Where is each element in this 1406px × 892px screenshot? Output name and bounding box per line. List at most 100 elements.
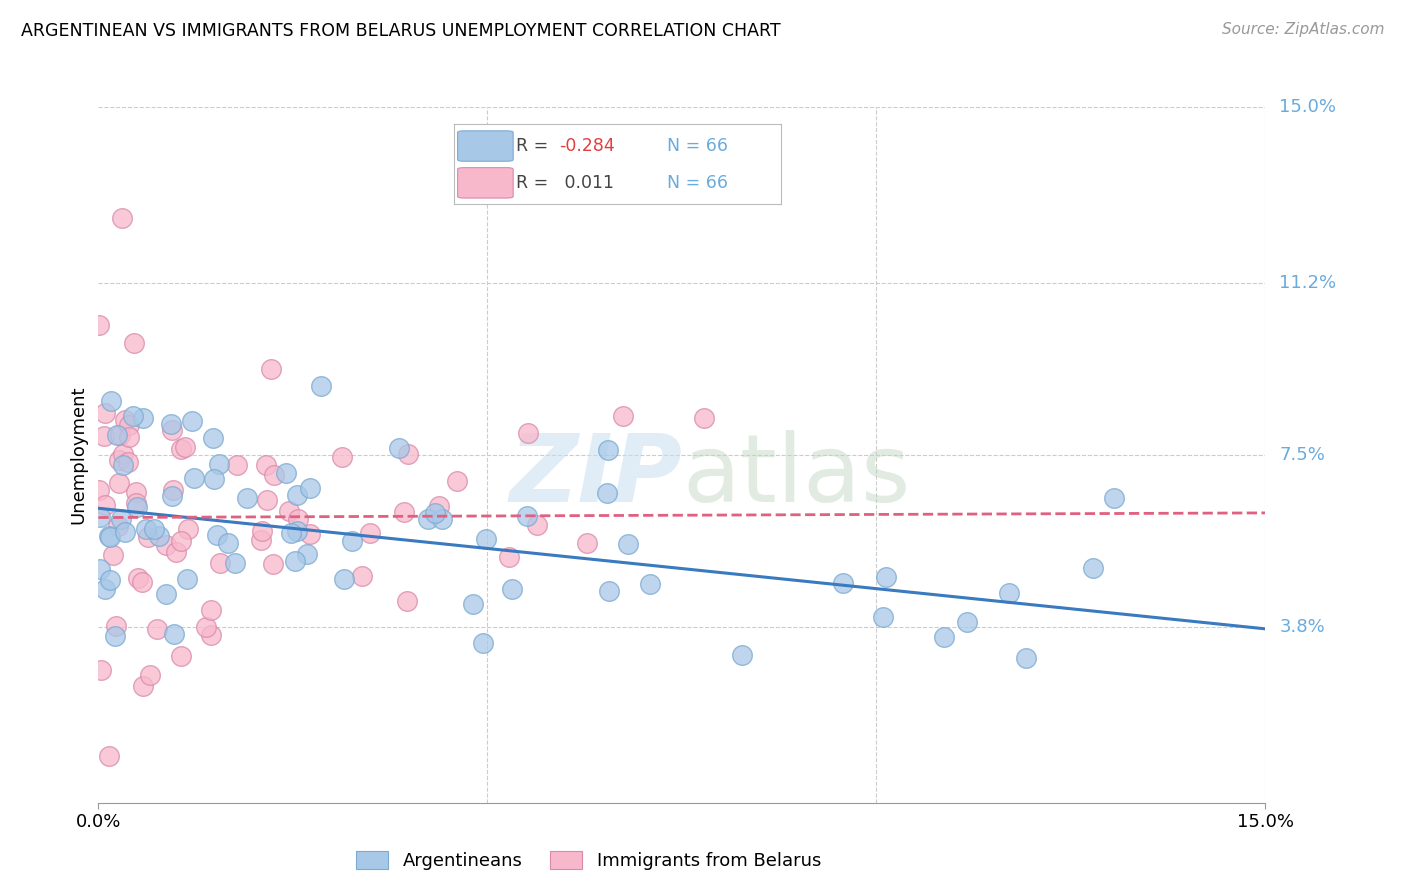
Point <box>596 485 619 500</box>
Point <box>418 512 440 526</box>
Point <box>170 534 193 549</box>
Point <box>136 530 159 544</box>
Point <box>427 499 450 513</box>
Text: ZIP: ZIP <box>509 430 682 522</box>
Point <box>110 211 132 226</box>
Point <box>174 440 197 454</box>
Point <box>396 447 419 461</box>
Point <box>160 423 183 437</box>
Point <box>332 450 354 465</box>
Point <box>110 512 132 526</box>
Point <box>498 550 520 565</box>
Point <box>250 533 273 547</box>
Point <box>162 626 184 640</box>
Point <box>998 586 1021 600</box>
Point <box>114 524 136 539</box>
Point <box>127 571 149 585</box>
Legend: Argentineans, Immigrants from Belarus: Argentineans, Immigrants from Belarus <box>349 844 828 877</box>
Point <box>423 506 446 520</box>
Y-axis label: Unemployment: Unemployment <box>69 385 87 524</box>
Point <box>332 572 354 586</box>
Point <box>131 575 153 590</box>
Point <box>111 447 134 461</box>
Point <box>872 609 894 624</box>
Point <box>208 458 231 472</box>
Point <box>598 442 620 457</box>
Text: 15.0%: 15.0% <box>1279 98 1336 116</box>
Point <box>287 512 309 526</box>
Point <box>575 535 598 549</box>
Point <box>285 524 308 538</box>
Point <box>117 455 139 469</box>
Point <box>955 615 977 630</box>
Point <box>170 648 193 663</box>
Point <box>181 414 204 428</box>
Point <box>1102 491 1125 505</box>
Point <box>236 491 259 506</box>
Point <box>155 538 177 552</box>
Point <box>107 519 129 533</box>
Point <box>612 409 634 423</box>
Text: 11.2%: 11.2% <box>1279 275 1337 293</box>
Point <box>731 648 754 662</box>
Point <box>143 522 166 536</box>
Point <box>394 505 416 519</box>
Point <box>155 587 177 601</box>
Text: 7.5%: 7.5% <box>1279 446 1326 464</box>
Point <box>202 472 225 486</box>
Point <box>177 522 200 536</box>
Point <box>262 557 284 571</box>
Point <box>122 335 145 350</box>
Point <box>107 452 129 467</box>
Point <box>139 667 162 681</box>
Point <box>200 628 222 642</box>
Point <box>89 561 111 575</box>
Point <box>124 496 146 510</box>
Point <box>309 379 332 393</box>
Point <box>93 582 115 596</box>
Point <box>114 413 136 427</box>
Point <box>446 474 468 488</box>
Point <box>340 533 363 548</box>
Point <box>598 584 620 599</box>
Point <box>617 537 640 551</box>
Point <box>131 680 153 694</box>
Point <box>94 499 117 513</box>
Point <box>176 572 198 586</box>
Point <box>93 428 115 442</box>
Point <box>87 483 110 497</box>
Point <box>122 409 145 424</box>
Point <box>217 536 239 550</box>
Point <box>112 458 135 473</box>
Point <box>932 630 955 644</box>
Point <box>108 428 131 442</box>
Point <box>430 512 453 526</box>
Point <box>254 458 277 473</box>
Text: Source: ZipAtlas.com: Source: ZipAtlas.com <box>1222 22 1385 37</box>
Point <box>693 410 716 425</box>
Point <box>98 749 121 764</box>
Point <box>352 569 374 583</box>
Point <box>162 483 184 497</box>
Point <box>284 554 307 568</box>
Point <box>875 570 897 584</box>
Point <box>105 428 128 442</box>
Point <box>224 556 246 570</box>
Point <box>131 410 153 425</box>
Point <box>183 470 205 484</box>
Point <box>118 417 141 432</box>
Point <box>98 573 121 587</box>
Point <box>127 500 149 515</box>
Point <box>160 417 183 432</box>
Point <box>205 528 228 542</box>
Point <box>90 663 112 677</box>
Point <box>471 635 494 649</box>
Point <box>89 509 111 524</box>
Point <box>105 619 128 633</box>
Point <box>208 556 231 570</box>
Point <box>201 431 224 445</box>
Text: atlas: atlas <box>682 430 910 522</box>
Point <box>395 594 418 608</box>
Point <box>250 524 273 538</box>
Point <box>107 475 129 490</box>
